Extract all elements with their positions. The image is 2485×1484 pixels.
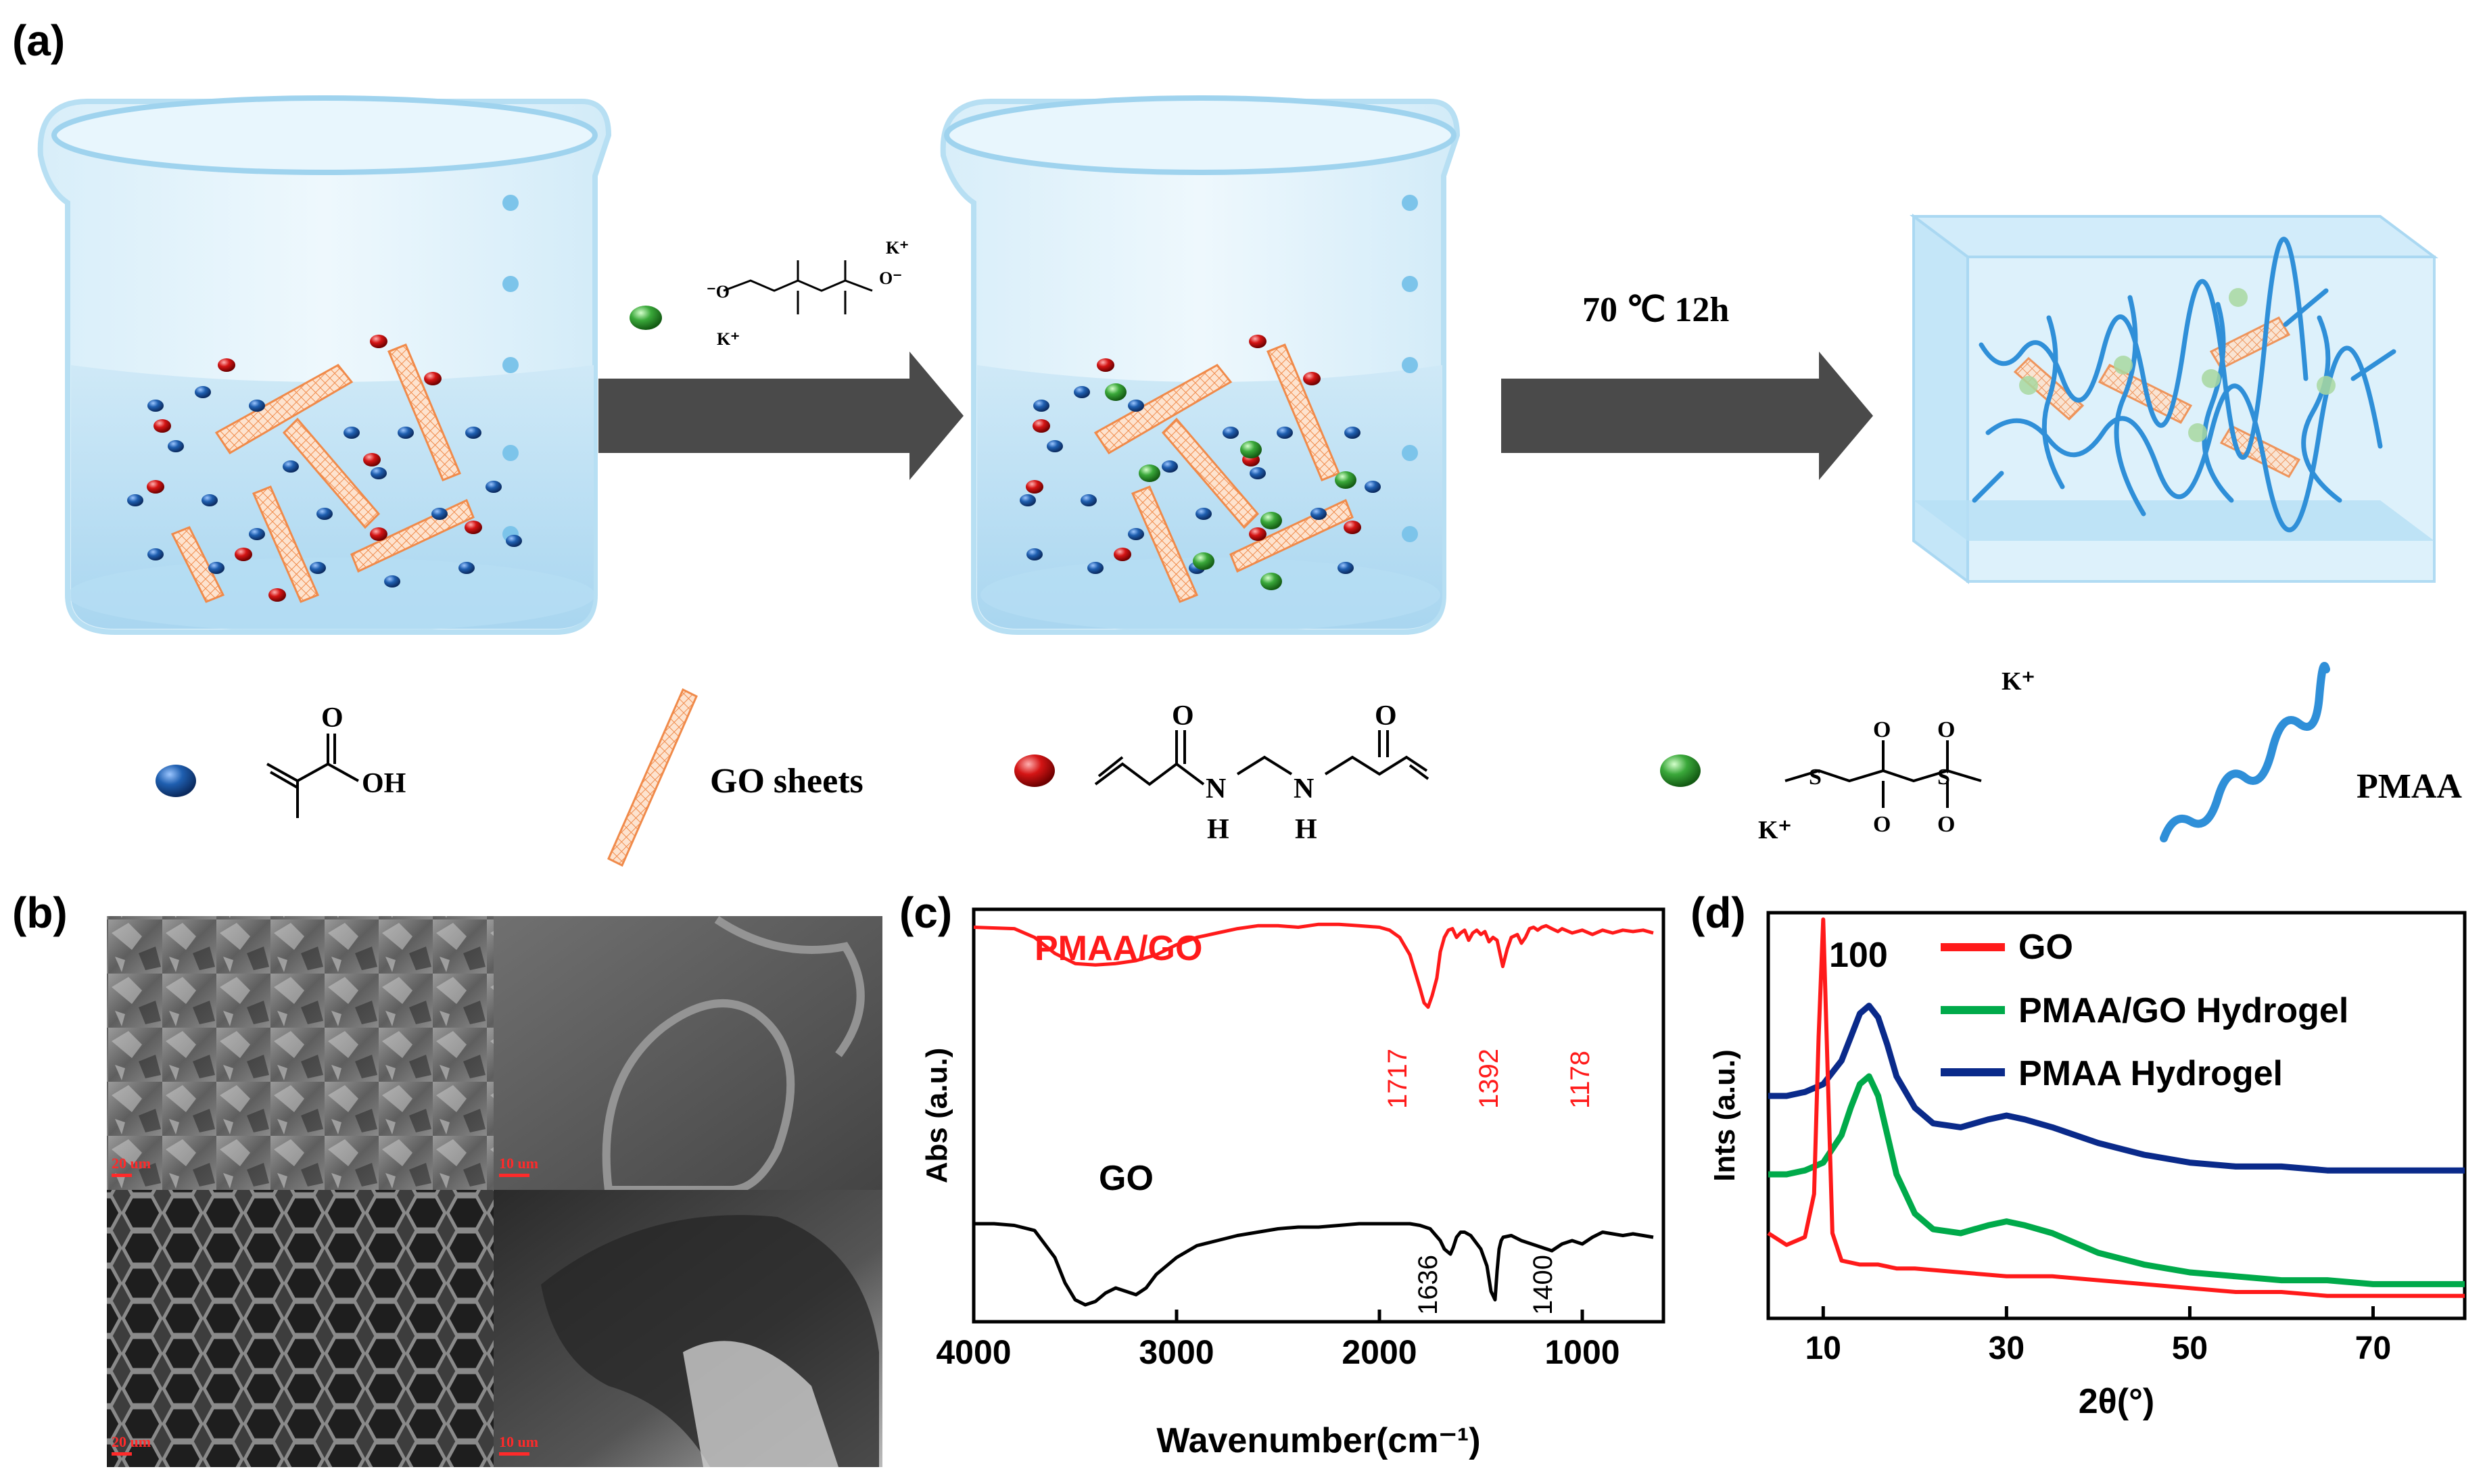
chart-d-legend-pmaa: PMAA Hydrogel bbox=[2018, 1054, 2283, 1093]
chart-d: Ints (a.u.) 2θ(°) 10 30 50 70 100 GO PMAA/G… bbox=[1708, 911, 2467, 1421]
sem-scale-br: 10 um bbox=[499, 1433, 538, 1450]
chart-d-tick-label-3: 70 bbox=[2355, 1331, 2391, 1366]
chart-d-annot-100: 100 bbox=[1829, 936, 1888, 975]
svg-text:S: S bbox=[1937, 765, 1950, 790]
chart-d-legend-swatch-pmaa bbox=[1941, 1068, 2005, 1076]
chart-d-legend-pmaago: PMAA/GO Hydrogel bbox=[2018, 991, 2348, 1030]
chart-c-annot-1636: 1636 bbox=[1413, 1255, 1443, 1315]
methacrylic-acid-o: O bbox=[321, 702, 344, 734]
mba-h-2: H bbox=[1295, 814, 1317, 845]
chart-c-annot-1392: 1392 bbox=[1474, 1049, 1504, 1109]
legend-row: O OH GO sheets N H N H O O O O O O bbox=[156, 662, 2462, 867]
chart-d-tick-label-2: 50 bbox=[2172, 1331, 2208, 1366]
legend-initiator-icon bbox=[1660, 755, 1701, 787]
arrow-step-2: 70 ℃ 12h bbox=[1501, 291, 1873, 480]
pmaa-network bbox=[1972, 237, 2396, 533]
chart-d-line-0 bbox=[1767, 917, 2465, 1298]
chart-d-ylabel: Ints (a.u.) bbox=[1708, 1049, 1741, 1182]
initiator-k-plus-bottom: K⁺ bbox=[717, 329, 740, 349]
crosslinker-dots-1 bbox=[147, 335, 482, 602]
arrow-step-1 bbox=[598, 352, 964, 480]
legend-monomer-icon bbox=[156, 765, 196, 797]
chart-c-line-1 bbox=[974, 1222, 1654, 1307]
chart-c-series-label-go: GO bbox=[1099, 1159, 1154, 1198]
chart-c-tick-label-0: 4000 bbox=[936, 1333, 1011, 1371]
sem-top-left bbox=[107, 916, 494, 1190]
chart-c-series bbox=[973, 922, 1654, 1307]
chart-d-x-ticks: 10 30 50 70 bbox=[1805, 1306, 2391, 1366]
initiator-dots-2 bbox=[1105, 383, 1356, 590]
legend-go-sheet-icon bbox=[607, 688, 698, 867]
svg-text:O: O bbox=[1873, 812, 1891, 837]
chart-d-legend-go: GO bbox=[2018, 928, 2073, 967]
sem-top-right bbox=[494, 916, 882, 1190]
panel-label-d: (d) bbox=[1690, 888, 1746, 937]
mba-structure bbox=[1094, 730, 1429, 786]
sem-bottom-left bbox=[107, 1190, 494, 1467]
reaction-condition: 70 ℃ 12h bbox=[1582, 291, 1729, 329]
methacrylic-acid-structure bbox=[266, 734, 359, 818]
initiator-reagent: ⁻O K⁺ O⁻ K⁺ bbox=[630, 238, 909, 349]
svg-text:S: S bbox=[1809, 765, 1822, 790]
chart-d-tick-label-1: 30 bbox=[1989, 1331, 2025, 1366]
chart-c-tick-label-1: 3000 bbox=[1139, 1333, 1214, 1371]
mba-n-1: N bbox=[1206, 773, 1226, 805]
hydrogel-block bbox=[1910, 214, 2438, 584]
chart-c-annot-1178: 1178 bbox=[1565, 1051, 1595, 1109]
chart-d-line-1 bbox=[1768, 1073, 2465, 1287]
chart-c-ylabel: Abs (a.u.) bbox=[920, 1048, 953, 1183]
svg-text:O: O bbox=[1873, 717, 1891, 742]
chart-d-legend-swatch-pmaago bbox=[1941, 1006, 2005, 1014]
chart-d-legend-swatch-go bbox=[1941, 943, 2005, 951]
kps-k-top: K⁺ bbox=[2002, 667, 2035, 696]
panel-label-c: (c) bbox=[899, 888, 952, 937]
initiator-o-minus-right: O⁻ bbox=[879, 268, 902, 288]
chart-c-tick-label-3: 1000 bbox=[1544, 1333, 1619, 1371]
chart-c-x-ticks: 4000 3000 2000 1000 bbox=[936, 1310, 1620, 1371]
initiator-k-plus-top: K⁺ bbox=[886, 238, 909, 258]
mba-h-1: H bbox=[1207, 814, 1229, 845]
beaker-1 bbox=[37, 95, 612, 635]
hydrogel-initiator-dots bbox=[2019, 288, 2336, 442]
chart-c-annot-1400: 1400 bbox=[1528, 1255, 1558, 1315]
chart-c: Abs (a.u.) Wavenumber(cm⁻¹) 4000 3000 2000… bbox=[920, 907, 1665, 1460]
methacrylic-acid-oh: OH bbox=[362, 768, 406, 799]
monomer-dots-1 bbox=[127, 386, 522, 588]
chart-c-frame bbox=[972, 907, 1665, 1324]
svg-text:O: O bbox=[1937, 717, 1955, 742]
sem-scale-tr: 10 um bbox=[499, 1155, 538, 1172]
sem-scale-tl: 20 um bbox=[112, 1155, 151, 1172]
legend-go-sheets-label: GO sheets bbox=[710, 762, 863, 800]
crosslinker-dots-2 bbox=[1026, 335, 1361, 561]
initiator-o-minus-left: ⁻O bbox=[707, 282, 730, 302]
chart-d-tick-label-0: 10 bbox=[1805, 1331, 1841, 1366]
chart-c-annot-1717: 1717 bbox=[1383, 1049, 1413, 1109]
svg-text:O: O bbox=[1937, 812, 1955, 837]
sem-images: 20 um 10 um 20 um 10 um bbox=[107, 916, 882, 1467]
chart-c-xlabel: Wavenumber(cm⁻¹) bbox=[1156, 1421, 1480, 1460]
beaker-2 bbox=[940, 95, 1461, 635]
legend-crosslinker-icon bbox=[1014, 755, 1055, 787]
legend-pmaa-icon bbox=[2160, 662, 2330, 842]
mba-o-2: O bbox=[1375, 700, 1397, 732]
chart-c-tick-label-2: 2000 bbox=[1342, 1333, 1417, 1371]
mba-n-2: N bbox=[1294, 773, 1314, 805]
chart-d-legend: GO PMAA/GO Hydrogel PMAA Hydrogel bbox=[1941, 928, 2348, 1093]
kps-structure bbox=[1784, 740, 1982, 808]
sem-scale-bl: 20 um bbox=[112, 1433, 151, 1450]
mba-o-1: O bbox=[1172, 700, 1194, 732]
chart-c-line-0 bbox=[973, 922, 1654, 1009]
chart-d-xlabel: 2θ(°) bbox=[2079, 1382, 2154, 1421]
chart-d-series bbox=[1767, 917, 2465, 1298]
chart-c-series-label-pmaago: PMAA/GO bbox=[1035, 929, 1202, 968]
panel-label-a: (a) bbox=[12, 16, 65, 65]
panel-label-b: (b) bbox=[12, 888, 68, 937]
chart-d-line-2 bbox=[1768, 1003, 2465, 1174]
chart-d-frame bbox=[1766, 911, 2467, 1320]
legend-pmaa-label: PMAA bbox=[2357, 767, 2462, 806]
kps-k-bottom: K⁺ bbox=[1758, 816, 1792, 844]
